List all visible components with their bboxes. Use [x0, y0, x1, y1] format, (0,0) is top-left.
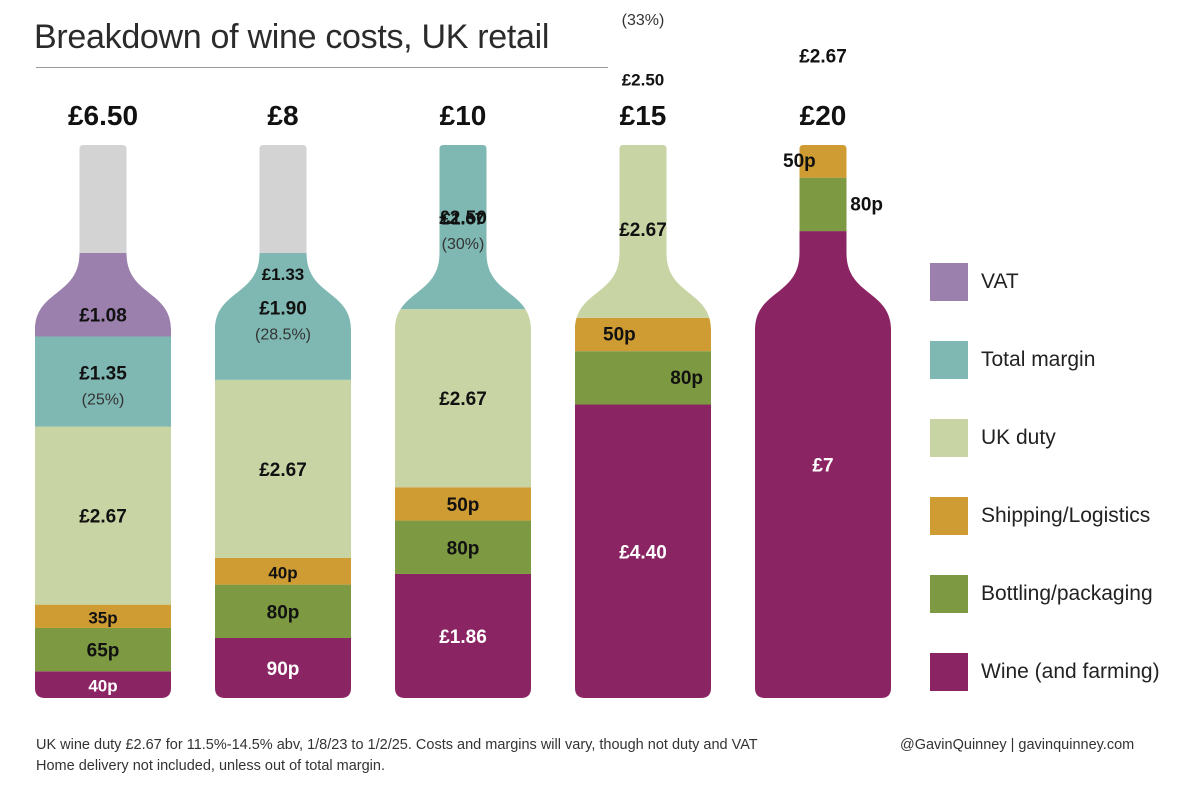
value-label-vat: £1.08: [79, 306, 127, 327]
segment-wine-and-farming: [215, 637, 351, 698]
margin-percent-label: (30%): [442, 236, 485, 253]
value-label-bottling-packaging: 80p: [670, 368, 703, 389]
legend-swatch: [930, 574, 968, 613]
segment-bottling-packaging: [575, 351, 711, 405]
segment-shipping-logistics: [575, 317, 711, 352]
segment-wine-and-farming: [395, 573, 531, 698]
segment-shipping-logistics: [395, 487, 531, 521]
price-label: £8: [267, 100, 298, 131]
value-label-wine-and-farming: £4.40: [619, 542, 667, 563]
value-label-wine-and-farming: £1.86: [439, 627, 487, 648]
legend: VAT Total margin UK duty Shipping/Logistics…: [930, 262, 1195, 730]
legend-label: Total margin: [981, 347, 1096, 371]
legend-label: UK duty: [981, 425, 1056, 449]
title-divider: [36, 67, 608, 68]
value-label-shipping-logistics: 35p: [88, 608, 117, 627]
value-label-total-margin: £2.50: [439, 208, 487, 229]
legend-swatch: [930, 418, 968, 457]
value-label-total-margin: £4.13: [619, 0, 667, 5]
footnote-delivery: Home delivery not included, unless out o…: [36, 758, 385, 774]
legend-label: Wine (and farming): [981, 659, 1160, 683]
legend-swatch: [930, 340, 968, 379]
legend-swatch: [930, 652, 968, 691]
value-label-wine-and-farming: 40p: [88, 677, 117, 696]
value-label-bottling-packaging: 80p: [447, 538, 480, 559]
value-label-uk-duty: £2.67: [619, 220, 667, 241]
footnote-duty: UK wine duty £2.67 for 11.5%-14.5% abv, …: [36, 737, 758, 753]
bottle-chart: 40p 65p 35p £2.67 £1.35 (25%) £1.08 £6.50 90p 80p…: [35, 0, 891, 698]
value-label-uk-duty: £2.67: [79, 507, 127, 528]
segment-wine-and-farming: [35, 671, 171, 698]
legend-label: Bottling/packaging: [981, 581, 1153, 605]
segment-uk-duty: [215, 379, 351, 558]
legend-label: Shipping/Logistics: [981, 503, 1151, 527]
value-label-total-margin: £1.90: [259, 298, 307, 319]
value-label-uk-duty: £2.67: [439, 389, 487, 410]
bottle-neck: [215, 145, 351, 258]
bottle-2: [215, 145, 351, 698]
value-label-bottling-packaging: 80p: [850, 194, 883, 215]
value-label-shipping-logistics: 40p: [268, 563, 297, 582]
legend-item-vat: VAT: [930, 262, 1195, 301]
bottle-1: [35, 145, 171, 698]
legend-item-total-margin: Total margin: [930, 340, 1195, 379]
legend-item-wine-and-farming: Wine (and farming): [930, 652, 1195, 691]
segment-shipping-logistics: [35, 604, 171, 628]
bottle-2-labels: 90p 80p 40p £2.67 £1.90 (28.5%) £1.33: [255, 265, 311, 680]
value-label-wine-and-farming: £7: [812, 456, 833, 477]
legend-label: VAT: [981, 269, 1019, 293]
margin-percent-label: (28.5%): [255, 326, 311, 343]
margin-percent-label: (25%): [82, 392, 125, 409]
segment-shipping-logistics: [755, 145, 891, 178]
segment-uk-duty: [395, 309, 531, 488]
value-label-total-margin: £1.35: [79, 364, 127, 385]
legend-item-shipping-logistics: Shipping/Logistics: [930, 496, 1195, 535]
value-label-uk-duty: £2.67: [259, 460, 307, 481]
price-label: £6.50: [68, 100, 138, 131]
bottle-4-labels: £4.40 80p 50p £2.67 £4.13 (33%) £2.50: [603, 0, 703, 563]
price-label: £20: [800, 100, 847, 131]
legend-swatch: [930, 262, 968, 301]
bottle-neck: [35, 145, 171, 258]
legend-item-uk-duty: UK duty: [930, 418, 1195, 457]
value-label-bottling-packaging: 80p: [267, 602, 300, 623]
margin-percent-label: (33%): [622, 12, 665, 29]
segment-uk-duty: [35, 426, 171, 605]
value-label-shipping-logistics: 50p: [603, 324, 636, 345]
credit: @GavinQuinney | gavinquinney.com: [900, 737, 1135, 753]
bottle-1-labels: 40p 65p 35p £2.67 £1.35 (25%) £1.08: [79, 306, 127, 696]
segment-total-margin: [35, 336, 171, 427]
value-label-bottling-packaging: 65p: [87, 641, 120, 662]
legend-swatch: [930, 496, 968, 535]
price-label: £10: [440, 100, 487, 131]
chart-title: Breakdown of wine costs, UK retail: [34, 18, 550, 56]
value-label-uk-duty: £2.67: [799, 46, 847, 67]
value-label-vat: £1.33: [262, 265, 305, 284]
value-label-vat: £1.67: [442, 210, 485, 229]
bottle-3-labels: £1.86 80p 50p £2.67 £2.50 (30%) £1.67: [439, 208, 487, 648]
segment-shipping-logistics: [215, 557, 351, 585]
segment-bottling-packaging: [395, 520, 531, 574]
value-label-wine-and-farming: 90p: [267, 659, 300, 680]
value-label-shipping-logistics: 50p: [447, 495, 480, 516]
segment-bottling-packaging: [35, 627, 171, 672]
legend-item-bottling-packaging: Bottling/packaging: [930, 574, 1195, 613]
segment-wine-and-farming: [575, 404, 711, 698]
segment-wine-and-farming: [755, 231, 891, 698]
value-label-vat: £2.50: [622, 71, 665, 90]
price-label: £15: [620, 100, 667, 131]
segment-bottling-packaging: [215, 584, 351, 638]
value-label-shipping-logistics: 50p: [783, 151, 816, 172]
